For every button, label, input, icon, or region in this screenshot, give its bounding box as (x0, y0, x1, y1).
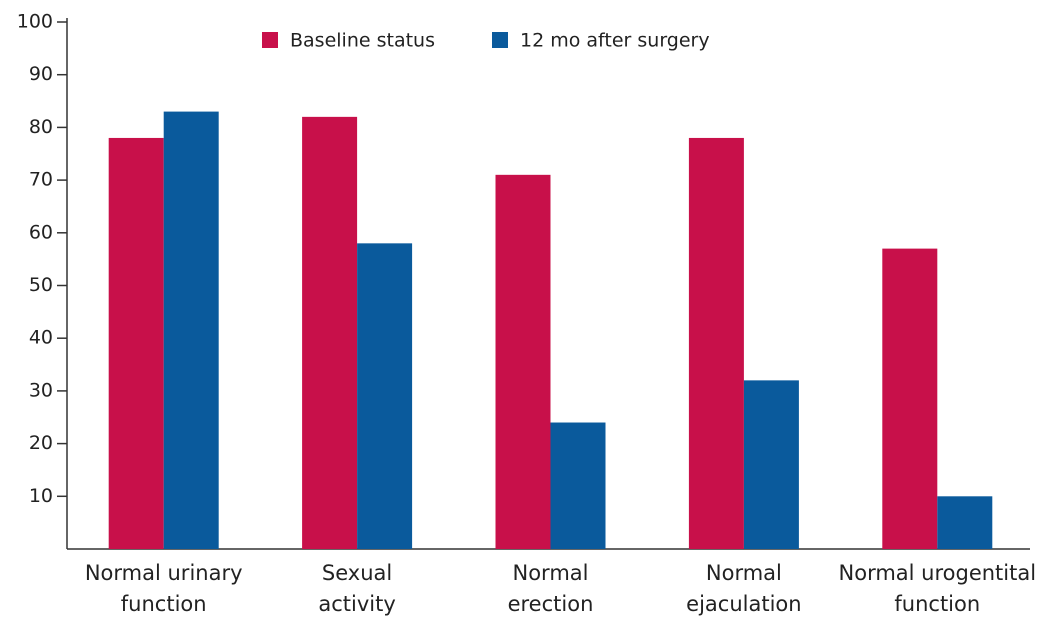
y-tick-label: 50 (29, 274, 53, 296)
y-tick-label: 100 (17, 11, 53, 33)
bar (163, 111, 219, 549)
bar (108, 137, 164, 549)
x-tick-label: Normal urogentital function (838, 561, 1037, 616)
x-tick-label: Normal urinary function (84, 561, 243, 616)
bar (550, 422, 606, 549)
bar (357, 243, 413, 549)
y-tick-label: 10 (29, 485, 53, 507)
legend-label: 12 mo after surgery (520, 30, 710, 52)
x-tick-label: Normal erection (507, 561, 594, 616)
bar (495, 174, 551, 549)
bar (937, 496, 993, 549)
legend-swatch (492, 32, 508, 48)
legend-label: Baseline status (290, 30, 435, 52)
y-tick-label: 40 (29, 327, 53, 349)
y-tick-label: 60 (29, 221, 53, 243)
x-tick-label: Normal ejaculation (686, 561, 802, 616)
legend-swatch (262, 32, 278, 48)
y-tick-label: 70 (29, 169, 53, 191)
bar (882, 248, 938, 550)
y-tick-label: 20 (29, 432, 53, 454)
x-tick-label: Sexual activity (318, 561, 396, 616)
y-tick-label: 80 (29, 116, 53, 138)
y-tick-label: 90 (29, 63, 53, 85)
bar (688, 137, 744, 549)
bar (302, 116, 358, 550)
bar (743, 380, 799, 549)
y-tick-label: 30 (29, 379, 53, 401)
